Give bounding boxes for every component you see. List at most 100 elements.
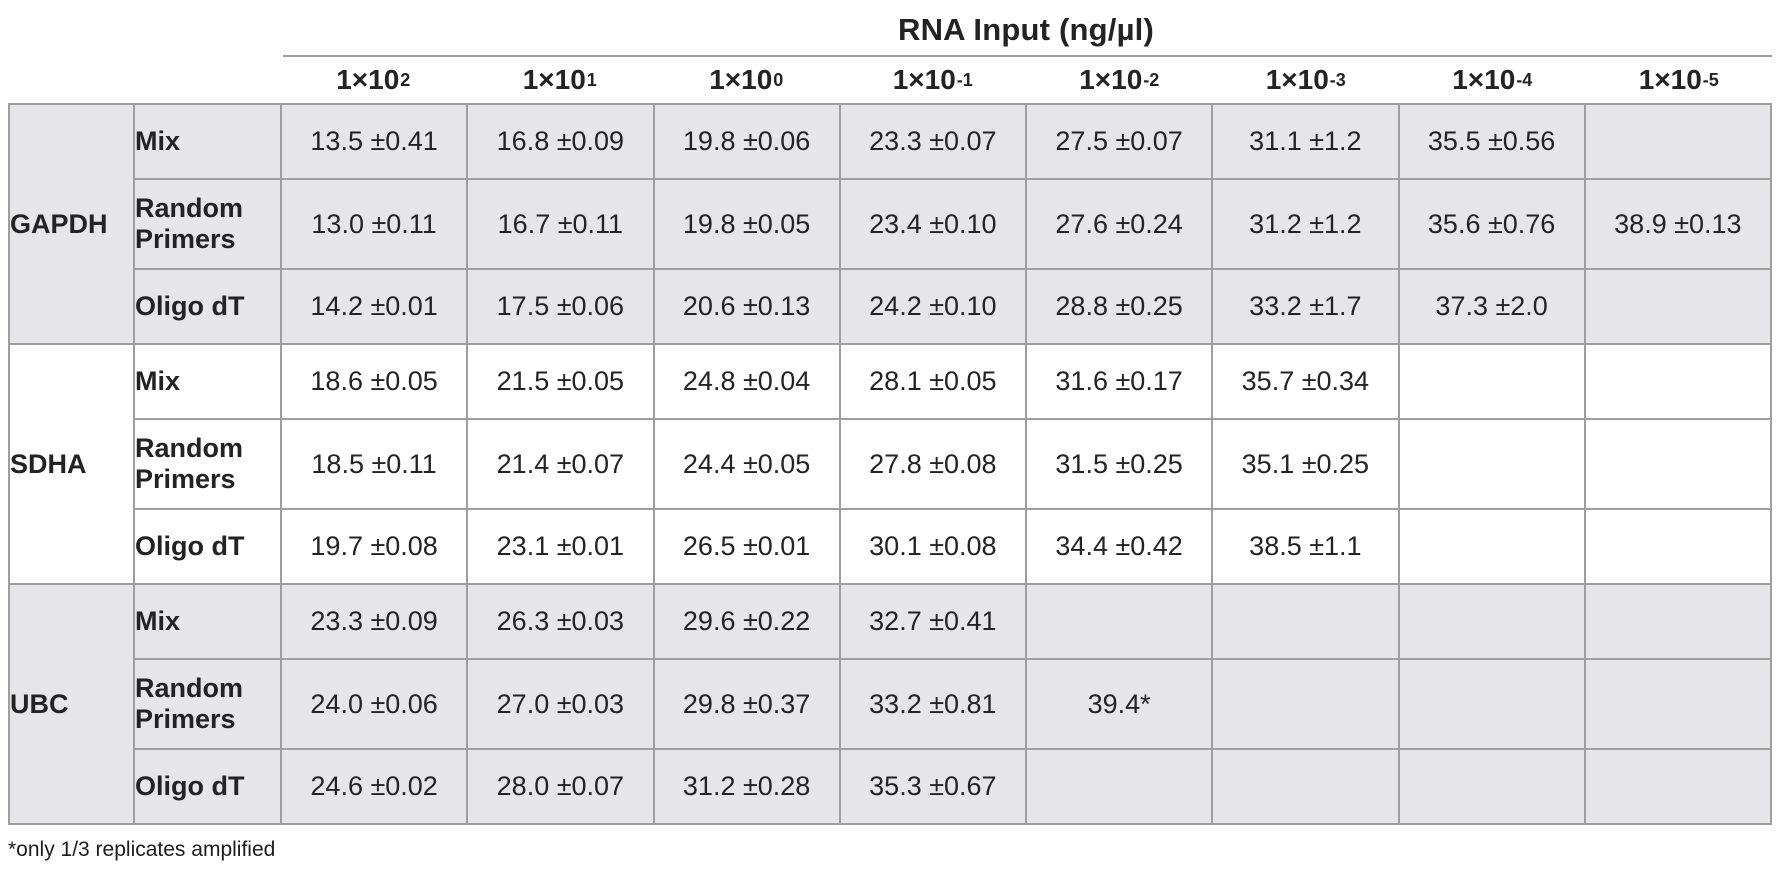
ct-value-cell: 35.1 ±0.25 [1211,418,1400,510]
ct-value-cell: 31.2 ±1.2 [1211,178,1400,270]
column-header: 1×10 -2 [1079,64,1160,95]
ct-value-cell: 31.6 ±0.17 [1024,343,1214,420]
table-row: Oligo dT 14.2 ±0.01 17.5 ±0.06 20.6 ±0.13 24… [9,268,1773,345]
table-row: Oligo dT 24.6 ±0.02 28.0 ±0.07 31.2 ±0.28 35… [9,748,1773,825]
ct-value-cell [1211,583,1400,660]
ct-value-cell: 35.6 ±0.76 [1397,178,1586,270]
gene-label-cell: SDHA [8,343,135,585]
primer-type-cell: Mix [133,103,282,180]
ct-value-cell: 24.8 ±0.04 [652,343,841,420]
table-row: Random Primers 24.0 ±0.06 27.0 ±0.03 29.8 ±… [9,658,1773,750]
primer-type-cell: Mix [133,583,282,660]
table-row: GAPDH Mix 13.5 ±0.41 16.8 ±0.09 19.8 ±0.06 23… [8,103,1773,345]
ct-value-cell: 19.7 ±0.08 [279,508,469,585]
ct-value-cell [1397,583,1586,660]
ct-value-cell: 34.4 ±0.42 [1024,508,1214,585]
ct-value-cell: 27.5 ±0.07 [1024,103,1214,180]
primer-type-cell: Oligo dT [133,268,282,345]
ct-value-cell [1211,658,1400,750]
table-row: Oligo dT 19.7 ±0.08 23.1 ±0.01 26.5 ±0.01 30… [9,508,1773,585]
ct-value-cell: 27.8 ±0.08 [838,418,1028,510]
ct-value-cell: 29.8 ±0.37 [652,658,841,750]
ct-value-cell: 21.5 ±0.05 [466,343,655,420]
ct-value-cell: 38.9 ±0.13 [1583,178,1773,270]
ct-value-cell: 35.7 ±0.34 [1211,343,1400,420]
column-header: 1×10 -3 [1265,64,1346,95]
ct-value-cell: 17.5 ±0.06 [466,268,655,345]
ct-value-cell [1397,508,1586,585]
ct-value-cell: 27.0 ±0.03 [466,658,655,750]
ct-value-cell: 24.4 ±0.05 [652,418,841,510]
ct-value-cell: 23.3 ±0.09 [279,583,469,660]
ct-value-cell: 32.7 ±0.41 [838,583,1028,660]
gene-label-cell: UBC [8,583,135,825]
ct-value-cell: 28.8 ±0.25 [1024,268,1214,345]
table-row: Random Primers 18.5 ±0.11 21.4 ±0.07 24.4 ±… [9,418,1773,510]
column-header-row: 1×10 2 1×10 1 1×10 0 1×10 -1 1×10 -2 1×10 -3 1×10 -4 1… [280,57,1772,103]
ct-value-cell: 24.0 ±0.06 [279,658,469,750]
ct-value-cell: 29.6 ±0.22 [652,583,841,660]
ct-value-cell: 35.5 ±0.56 [1397,103,1586,180]
column-header: 1×10 -1 [892,64,973,95]
ct-value-cell: 37.3 ±2.0 [1397,268,1586,345]
ct-value-cell: 28.0 ±0.07 [466,748,655,825]
ct-value-cell: 21.4 ±0.07 [466,418,655,510]
ct-value-cell: 27.6 ±0.24 [1024,178,1214,270]
ct-value-cell: 18.6 ±0.05 [279,343,469,420]
primer-type-cell: Oligo dT [133,748,282,825]
column-header: 1×10 0 [709,64,784,95]
table-row: SDHA Mix 18.6 ±0.05 21.5 ±0.05 24.8 ±0.04 28.… [8,343,1773,585]
column-header: 1×10 -4 [1452,64,1533,95]
ct-value-cell: 31.1 ±1.2 [1211,103,1400,180]
ct-value-cell [1024,748,1214,825]
ct-value-cell: 20.6 ±0.13 [652,268,841,345]
ct-value-cell [1583,268,1773,345]
ct-value-cell: 26.5 ±0.01 [652,508,841,585]
table-footnote: *only 1/3 replicates amplified [8,838,276,861]
ct-value-cell: 19.8 ±0.06 [652,103,841,180]
primer-type-cell: Mix [133,343,282,420]
table-row: Random Primers 13.0 ±0.11 16.7 ±0.11 19.8 ±… [9,178,1773,270]
ct-value-cell: 16.8 ±0.09 [466,103,655,180]
ct-value-cell: 23.1 ±0.01 [466,508,655,585]
ct-value-cell [1583,748,1773,825]
ct-value-cell [1583,103,1773,180]
column-header: 1×10 1 [522,64,597,95]
primer-type-cell: Oligo dT [133,508,282,585]
ct-value-cell: 26.3 ±0.03 [466,583,655,660]
ct-value-cell: 13.5 ±0.41 [279,103,469,180]
ct-value-cell [1397,658,1586,750]
ct-value-cell: 35.3 ±0.67 [838,748,1028,825]
ct-value-cell: 30.1 ±0.08 [838,508,1028,585]
ct-value-cell: 23.4 ±0.10 [838,178,1028,270]
primer-type-cell: Random Primers [133,658,282,750]
ct-value-cell: 31.2 ±0.28 [652,748,841,825]
ct-value-cell: 39.4* [1024,658,1214,750]
ct-value-cell [1211,748,1400,825]
ct-value-cell [1583,583,1773,660]
ct-value-cell: 19.8 ±0.05 [652,178,841,270]
ct-value-cell [1397,418,1586,510]
ct-value-cell: 33.2 ±1.7 [1211,268,1400,345]
ct-value-cell: 24.6 ±0.02 [279,748,469,825]
ct-value-cell: 16.7 ±0.11 [466,178,655,270]
ct-value-cell: 31.5 ±0.25 [1024,418,1214,510]
column-header: 1×10 -5 [1638,64,1719,95]
ct-value-cell: 24.2 ±0.10 [838,268,1028,345]
ct-value-cell [1583,418,1773,510]
table-row: UBC Mix 23.3 ±0.09 26.3 ±0.03 29.6 ±0.22 32.7… [8,583,1773,825]
primer-type-cell: Random Primers [133,178,282,270]
ct-value-cell [1397,748,1586,825]
ct-value-cell [1583,508,1773,585]
ct-value-cell [1583,343,1773,420]
table-title: RNA Input (ng/µl) [898,12,1154,47]
ct-value-cell: 14.2 ±0.01 [279,268,469,345]
ct-value-cell: 18.5 ±0.11 [279,418,469,510]
ct-value-cell: 23.3 ±0.07 [838,103,1028,180]
ct-value-cell: 38.5 ±1.1 [1211,508,1400,585]
ct-values-table: GAPDH Mix 13.5 ±0.41 16.8 ±0.09 19.8 ±0.06 23… [8,103,1773,825]
ct-value-cell: 28.1 ±0.05 [838,343,1028,420]
primer-type-cell: Random Primers [133,418,282,510]
ct-value-cell: 33.2 ±0.81 [838,658,1028,750]
ct-value-cell [1583,658,1773,750]
